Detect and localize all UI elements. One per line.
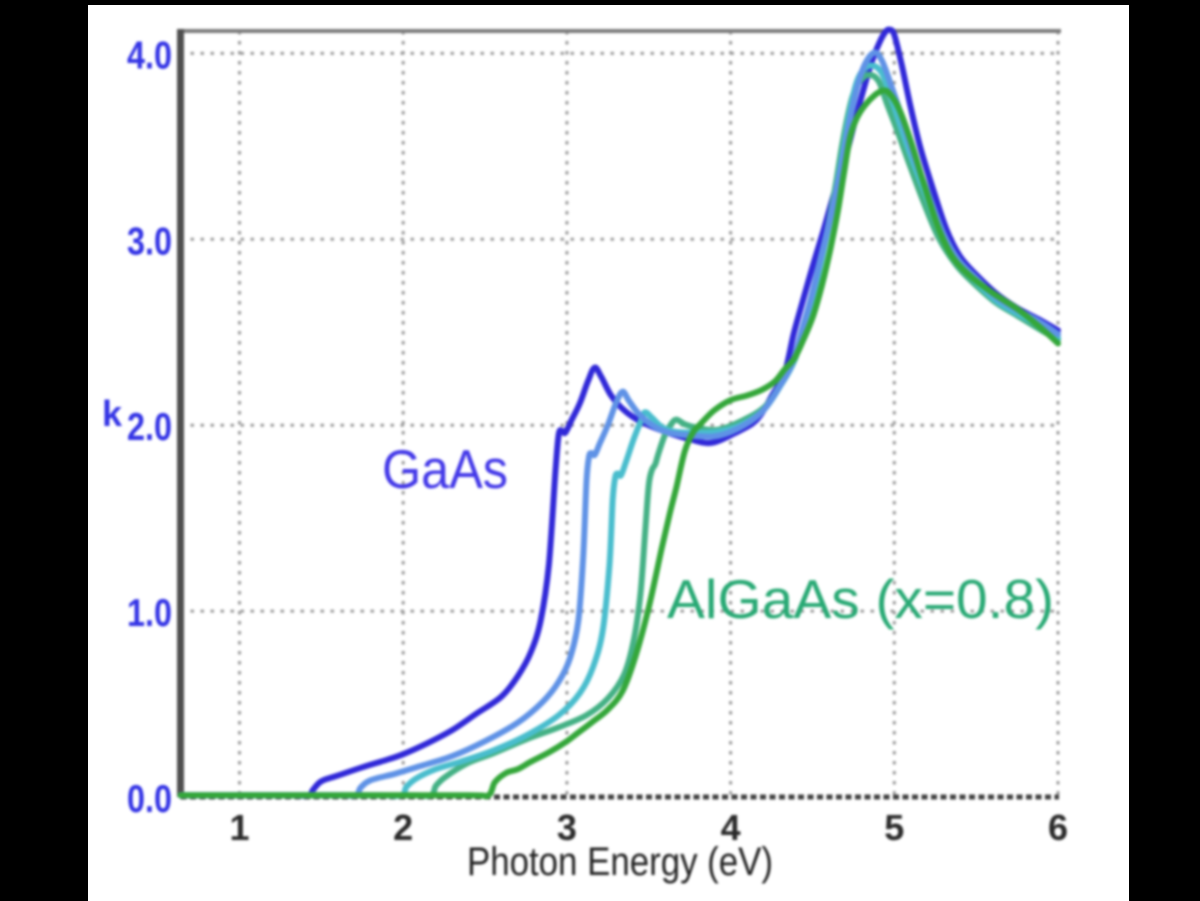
svg-text:5: 5 [884, 807, 904, 848]
svg-text:1: 1 [229, 807, 249, 848]
svg-text:Photon Energy (eV): Photon Energy (eV) [467, 840, 773, 884]
svg-text:k: k [102, 393, 123, 434]
svg-text:GaAs: GaAs [382, 438, 508, 500]
svg-text:4: 4 [721, 807, 741, 848]
svg-text:4.0: 4.0 [127, 34, 172, 77]
svg-text:2: 2 [393, 807, 413, 848]
svg-text:0.0: 0.0 [127, 778, 172, 821]
svg-text:6: 6 [1048, 807, 1068, 848]
svg-text:3: 3 [557, 807, 577, 848]
svg-text:1.0: 1.0 [127, 592, 172, 635]
svg-text:AlGaAs (x=0.8): AlGaAs (x=0.8) [667, 568, 1054, 630]
svg-text:2.0: 2.0 [127, 406, 172, 449]
svg-text:3.0: 3.0 [127, 220, 172, 263]
